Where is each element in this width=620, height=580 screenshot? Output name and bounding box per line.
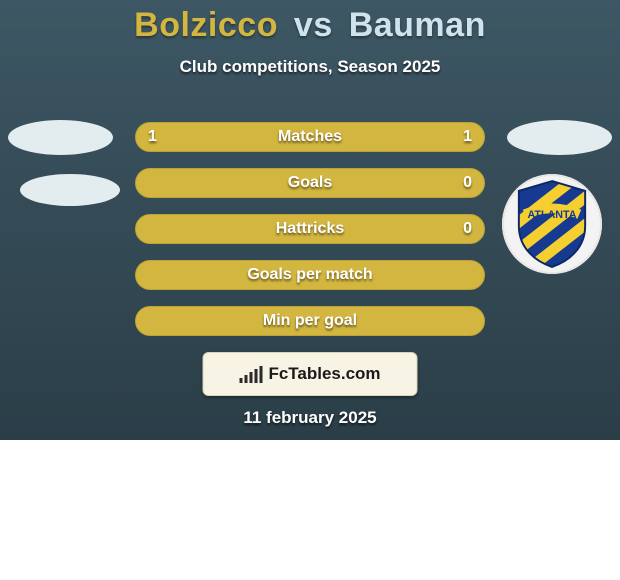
stat-label: Hattricks: [136, 215, 484, 243]
stat-row: Goals0: [135, 168, 485, 198]
bars-icon: [239, 365, 262, 383]
vs-label: vs: [294, 6, 333, 44]
stat-rows: Matches11Goals0Hattricks0Goals per match…: [135, 122, 485, 352]
stat-right-value: 1: [463, 123, 472, 151]
subtitle: Club competitions, Season 2025: [0, 57, 620, 77]
player2-avatar-top: [507, 120, 612, 155]
page-title: Bolzicco vs Bauman: [0, 0, 620, 45]
date-label: 11 february 2025: [0, 408, 620, 428]
stat-row: Hattricks0: [135, 214, 485, 244]
stat-row: Matches1 1: [135, 122, 485, 152]
comparison-card: Bolzicco vs Bauman Club competitions, Se…: [0, 0, 620, 580]
watermark-text: FcTables.com: [268, 364, 380, 384]
stat-right-value: 0: [463, 215, 472, 243]
stat-label: Matches: [136, 123, 484, 151]
shield-icon: ATLANTA: [513, 179, 591, 269]
watermark-plate: FcTables.com: [203, 352, 418, 396]
content-panel: Bolzicco vs Bauman Club competitions, Se…: [0, 0, 620, 440]
stat-right-value: 0: [463, 169, 472, 197]
player2-name: Bauman: [349, 6, 486, 44]
badge-text: ATLANTA: [527, 209, 576, 221]
stat-left-value: 1: [148, 123, 157, 151]
player1-avatar-top: [8, 120, 113, 155]
stat-label: Goals per match: [136, 261, 484, 289]
stat-row: Goals per match: [135, 260, 485, 290]
stat-label: Min per goal: [136, 307, 484, 335]
stat-label: Goals: [136, 169, 484, 197]
stat-row: Min per goal: [135, 306, 485, 336]
club-badge: ATLANTA: [502, 174, 602, 274]
player1-name: Bolzicco: [134, 6, 278, 44]
player1-avatar-mid: [20, 174, 120, 206]
